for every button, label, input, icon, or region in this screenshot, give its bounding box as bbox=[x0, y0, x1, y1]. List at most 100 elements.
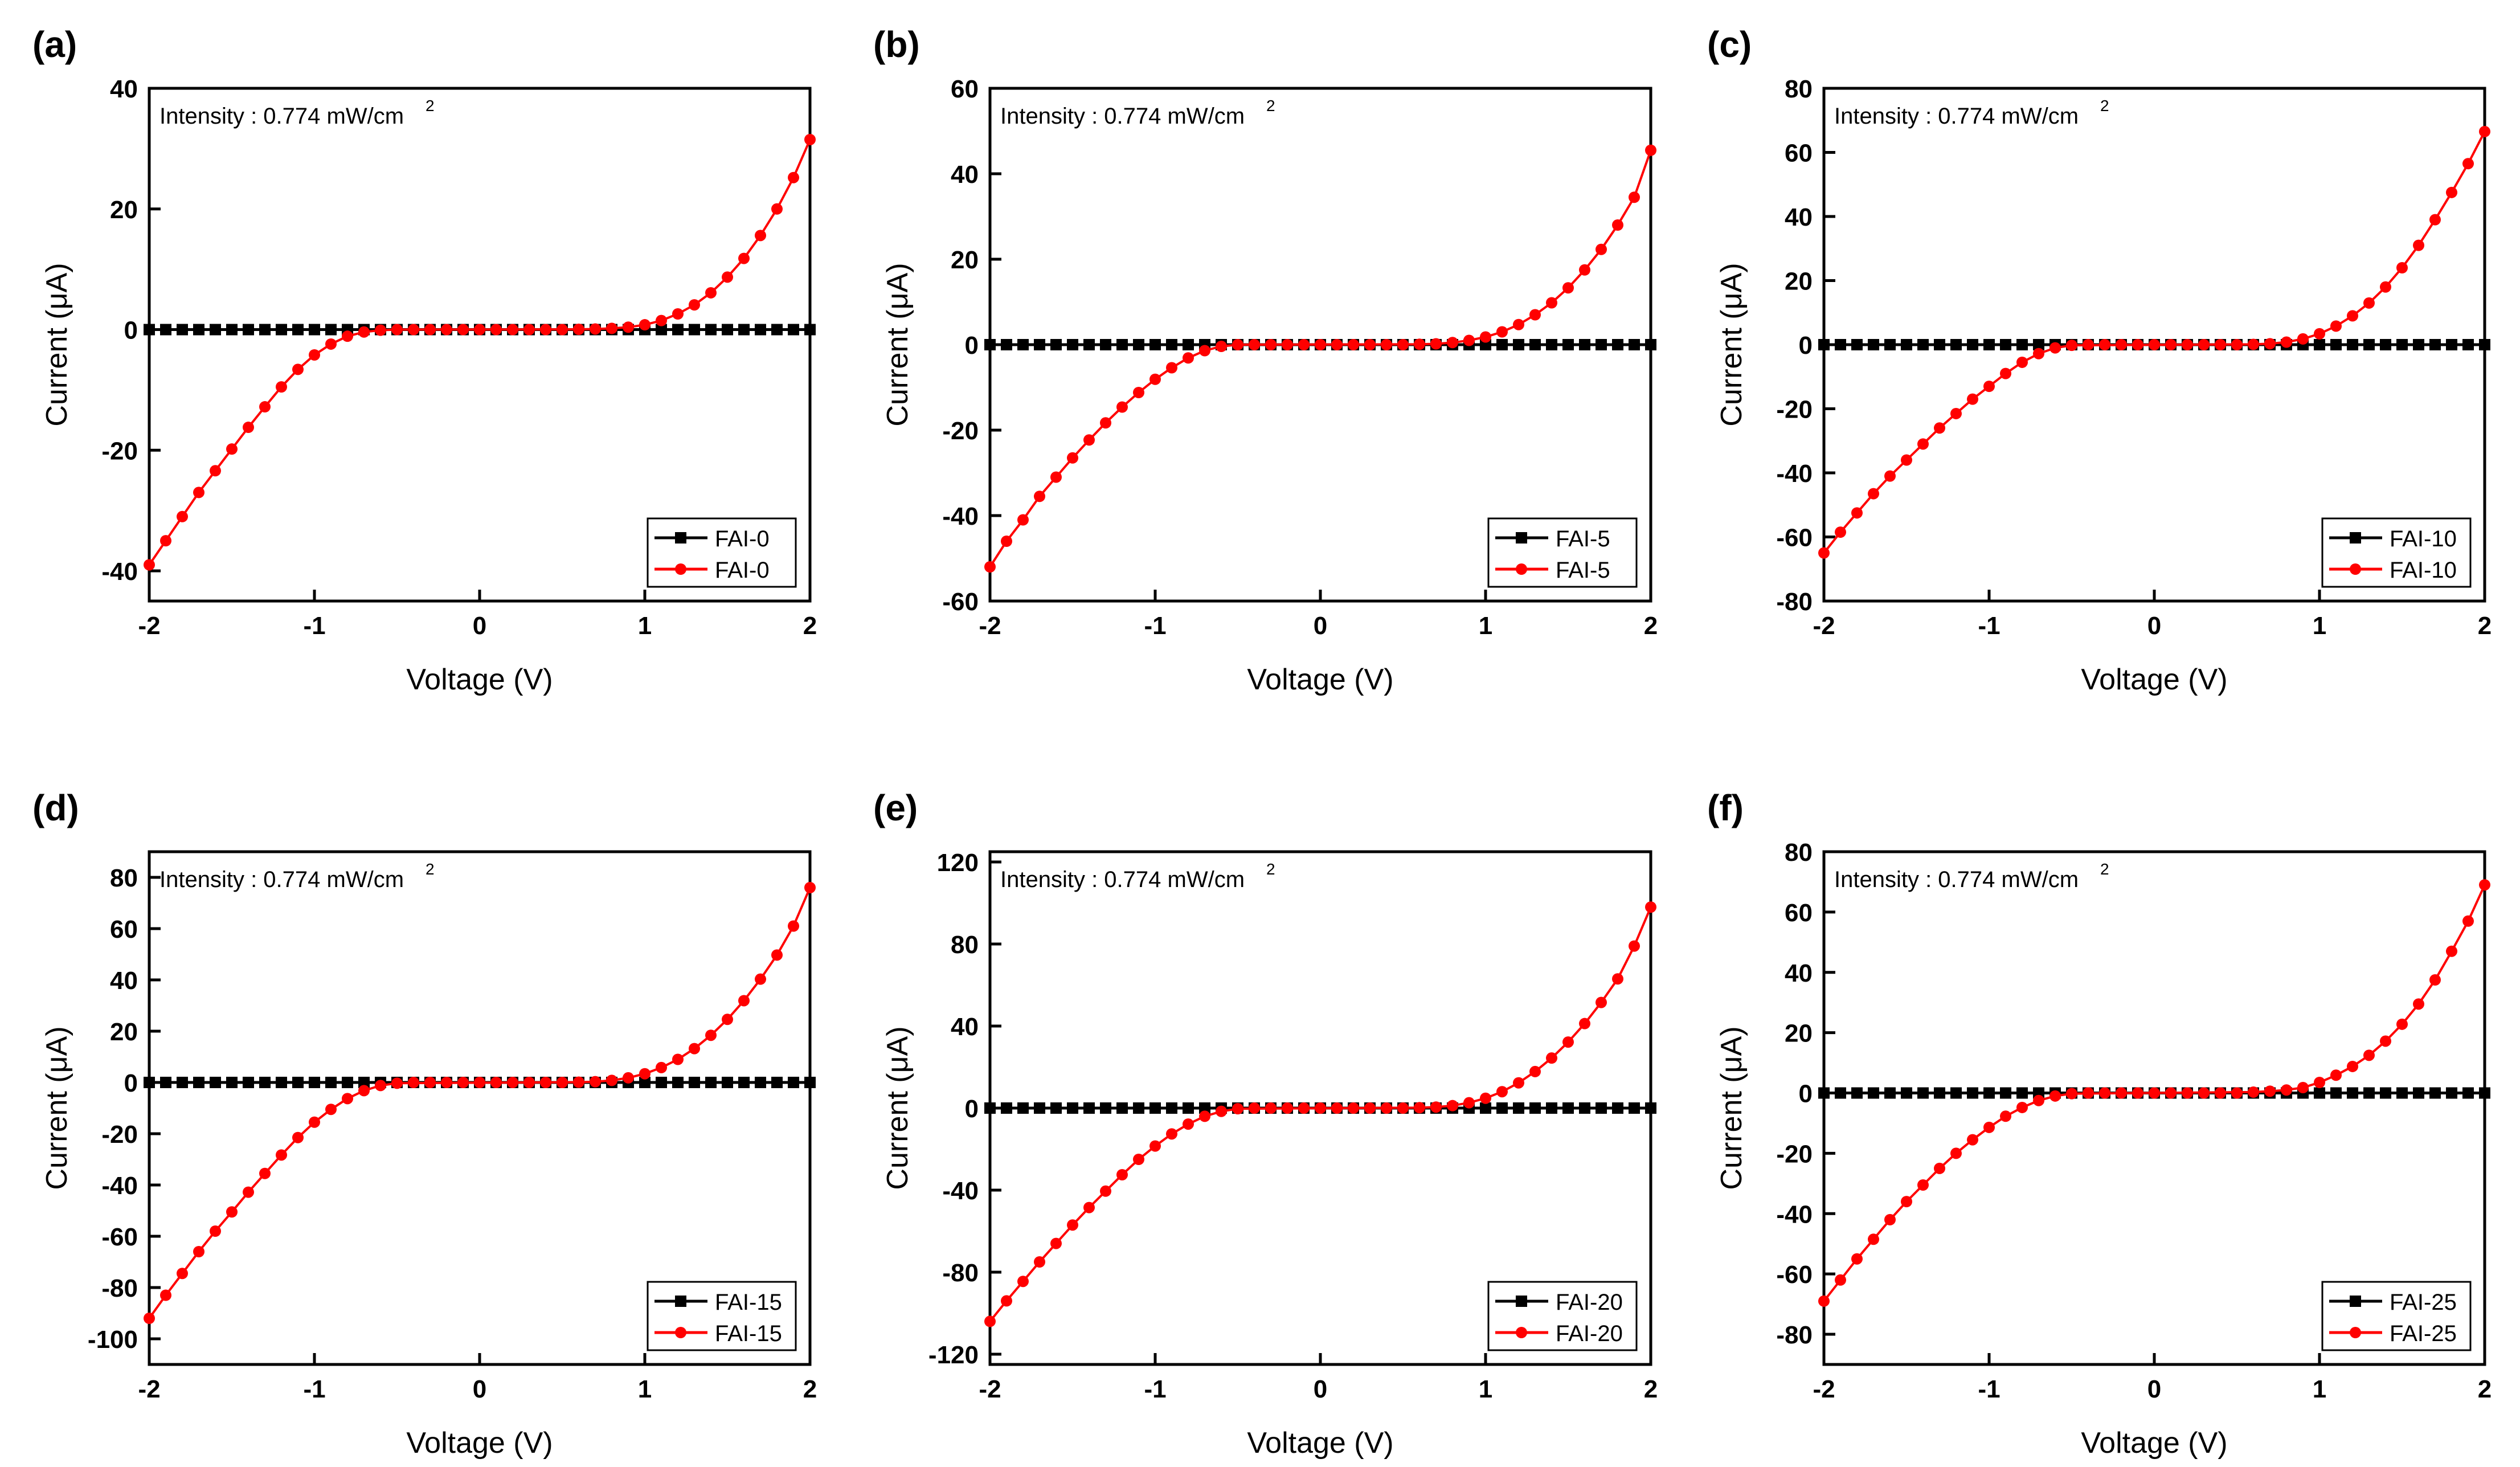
data-point bbox=[1166, 1102, 1177, 1114]
data-point bbox=[243, 1186, 254, 1198]
data-point bbox=[1017, 1102, 1029, 1114]
data-point bbox=[1315, 339, 1326, 350]
data-point bbox=[2363, 339, 2375, 350]
data-point bbox=[193, 1077, 204, 1088]
data-point bbox=[1596, 243, 1607, 255]
data-point bbox=[1884, 1087, 1896, 1099]
data-point bbox=[1967, 1087, 1978, 1099]
data-point bbox=[804, 134, 816, 145]
data-point bbox=[144, 1077, 155, 1088]
data-point bbox=[144, 324, 155, 336]
data-point bbox=[2182, 1087, 2193, 1099]
data-point bbox=[1934, 339, 1945, 350]
x-tick-label: 1 bbox=[1479, 612, 1492, 640]
data-point bbox=[1183, 1118, 1194, 1130]
data-point bbox=[705, 287, 717, 299]
data-point bbox=[259, 1167, 271, 1179]
data-point bbox=[1546, 1102, 1557, 1114]
data-point bbox=[1983, 381, 1995, 393]
legend-label: FAI-0 bbox=[715, 526, 770, 551]
y-tick-label: 60 bbox=[951, 75, 979, 103]
data-point bbox=[738, 252, 750, 264]
data-point bbox=[788, 920, 799, 932]
legend-label: FAI-15 bbox=[715, 1321, 782, 1346]
data-point bbox=[2264, 338, 2276, 350]
y-tick-label: -80 bbox=[942, 1259, 979, 1287]
data-point bbox=[2479, 125, 2490, 137]
y-tick-label: 40 bbox=[110, 75, 138, 103]
data-point bbox=[2099, 339, 2110, 350]
data-point bbox=[2116, 339, 2127, 350]
x-tick-label: 0 bbox=[2147, 612, 2161, 640]
x-tick-label: -1 bbox=[1978, 612, 2000, 640]
data-point bbox=[2380, 281, 2391, 293]
legend-marker bbox=[675, 563, 686, 575]
data-point bbox=[672, 308, 684, 320]
data-point bbox=[1562, 339, 1574, 350]
x-tick-label: 0 bbox=[473, 1375, 486, 1403]
data-point bbox=[771, 949, 783, 961]
data-point bbox=[804, 324, 816, 336]
data-point bbox=[1901, 1196, 1912, 1208]
data-point bbox=[1562, 282, 1574, 294]
data-point bbox=[325, 1104, 337, 1115]
data-point bbox=[1133, 1154, 1144, 1165]
data-point bbox=[1265, 339, 1277, 350]
data-point bbox=[2413, 998, 2424, 1010]
data-point bbox=[606, 1074, 617, 1086]
y-tick-label: 20 bbox=[110, 1018, 138, 1046]
data-point bbox=[1397, 1102, 1409, 1114]
data-point bbox=[1496, 1102, 1508, 1114]
data-point bbox=[1645, 901, 1656, 913]
x-tick-label: 2 bbox=[803, 1375, 817, 1403]
data-point bbox=[160, 1077, 171, 1088]
data-point bbox=[1116, 1102, 1128, 1114]
data-point bbox=[2049, 342, 2061, 354]
data-point bbox=[1034, 1256, 1045, 1268]
y-tick-label: -20 bbox=[101, 1121, 138, 1149]
data-point bbox=[1183, 352, 1194, 364]
y-tick-label: 80 bbox=[1785, 75, 1813, 103]
y-tick-label: 0 bbox=[965, 332, 979, 359]
intensity-annotation: Intensity : 0.774 mW/cm bbox=[159, 867, 404, 892]
data-point bbox=[1199, 345, 1210, 357]
legend: FAI-25 FAI-25 bbox=[2321, 1281, 2472, 1351]
y-axis-label: Current (μA) bbox=[881, 1026, 914, 1190]
y-axis-label: Current (μA) bbox=[1715, 1026, 1748, 1190]
data-point bbox=[689, 1043, 700, 1055]
data-point bbox=[1447, 1100, 1458, 1112]
data-point bbox=[1513, 318, 1524, 330]
data-point bbox=[1818, 1087, 1830, 1099]
data-point bbox=[523, 324, 535, 336]
data-point bbox=[984, 1315, 996, 1327]
legend-marker bbox=[1516, 532, 1527, 544]
data-point bbox=[292, 1131, 304, 1143]
y-tick-label: -120 bbox=[928, 1341, 979, 1369]
x-tick-label: 2 bbox=[2478, 612, 2492, 640]
data-point bbox=[1950, 339, 1962, 350]
y-tick-label: -80 bbox=[101, 1274, 138, 1302]
y-tick-label: 80 bbox=[1785, 839, 1813, 867]
x-tick-label: -1 bbox=[303, 612, 325, 640]
legend-box bbox=[1487, 517, 1638, 588]
data-point bbox=[2083, 1087, 2094, 1099]
data-point bbox=[1612, 339, 1623, 350]
data-point bbox=[2330, 1087, 2342, 1099]
data-point bbox=[1513, 1077, 1524, 1089]
data-point bbox=[1934, 1087, 1945, 1099]
y-tick-label: 20 bbox=[1785, 268, 1813, 296]
data-point bbox=[210, 1225, 221, 1237]
intensity-annotation: Intensity : 0.774 mW/cm bbox=[159, 104, 404, 129]
data-point bbox=[1017, 339, 1029, 350]
data-point bbox=[1282, 1102, 1293, 1114]
data-point bbox=[144, 1313, 155, 1324]
data-point bbox=[523, 1077, 535, 1088]
data-point bbox=[1917, 1087, 1929, 1099]
data-point bbox=[804, 1077, 816, 1088]
data-point bbox=[2016, 1087, 2028, 1099]
x-tick-label: -2 bbox=[979, 1375, 1001, 1403]
data-point bbox=[2215, 1087, 2226, 1099]
x-tick-label: -2 bbox=[138, 612, 160, 640]
data-point bbox=[1149, 1140, 1161, 1152]
